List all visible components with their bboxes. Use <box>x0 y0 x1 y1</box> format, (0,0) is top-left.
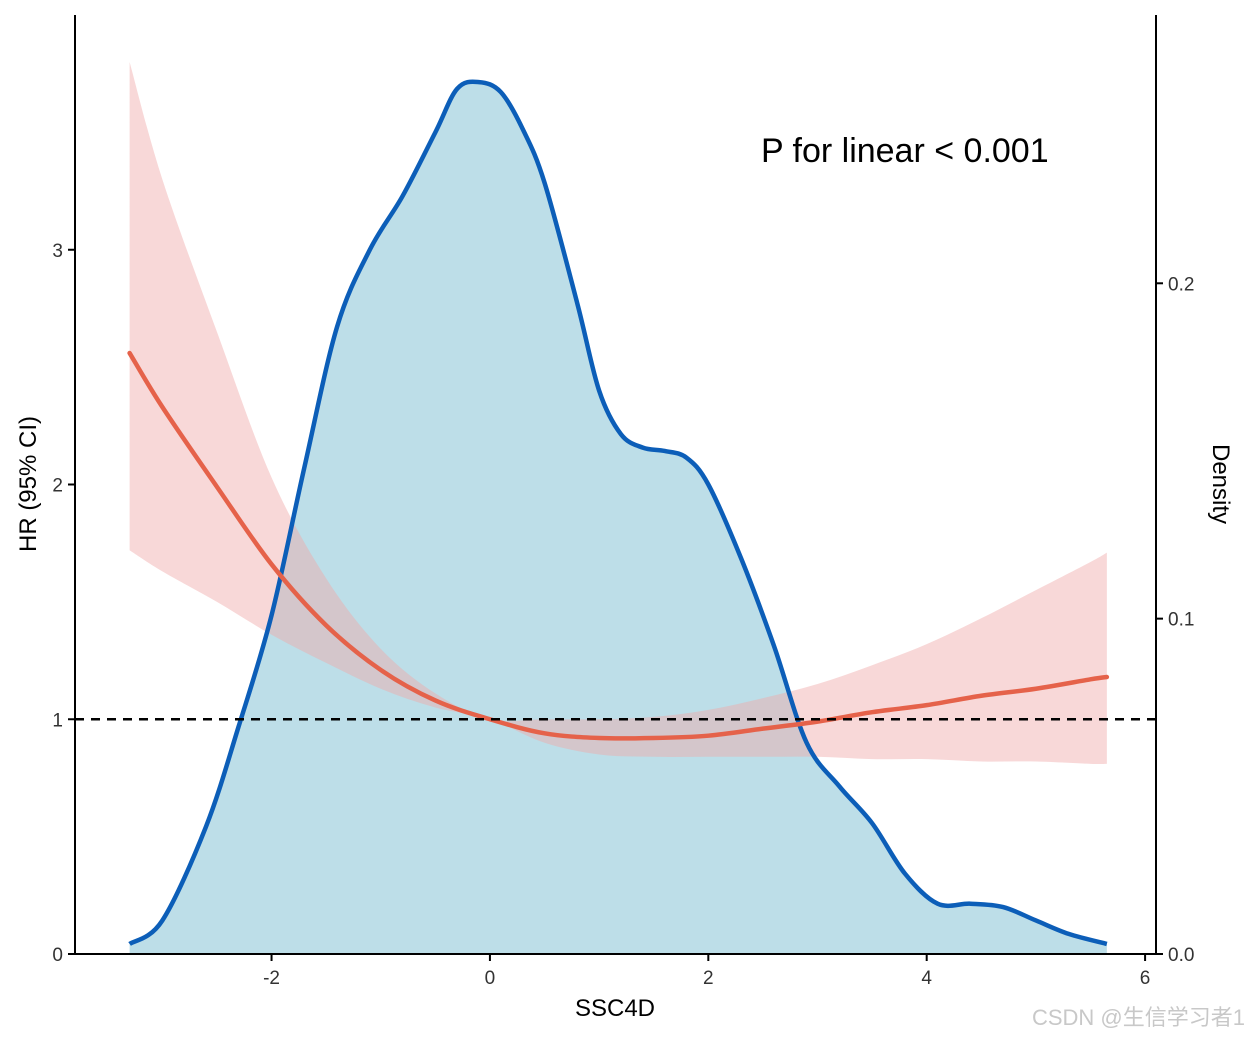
y-tick-label: 2 <box>52 476 63 497</box>
x-tick-label: 6 <box>1140 968 1151 989</box>
ticks: -2 0 2 4 6 0 1 2 3 0.0 0.1 0.2 <box>52 241 1194 989</box>
density-fill <box>129 81 1107 955</box>
plot-area <box>75 61 1156 955</box>
y-tick-label: 0 <box>52 945 63 966</box>
y2-axis-title: Density <box>1207 444 1234 524</box>
watermark: CSDN @生信学习者1 <box>1032 1005 1245 1030</box>
annotation-p-value: P for linear < 0.001 <box>761 132 1049 170</box>
density-line <box>128 79 1108 947</box>
y-tick-label: 3 <box>52 241 63 262</box>
x-tick-label: 2 <box>703 968 714 989</box>
y2-tick-label: 0.2 <box>1168 274 1194 295</box>
x-tick-label: -2 <box>263 968 280 989</box>
hr-line <box>127 350 1110 741</box>
x-tick-label: 4 <box>921 968 932 989</box>
y-tick-label: 1 <box>52 710 63 731</box>
x-axis-title: SSC4D <box>575 995 655 1022</box>
x-tick-label: 0 <box>485 968 496 989</box>
y2-tick-label: 0.1 <box>1168 610 1194 631</box>
y-axis-title: HR (95% CI) <box>15 416 42 552</box>
y2-tick-label: 0.0 <box>1168 945 1194 966</box>
